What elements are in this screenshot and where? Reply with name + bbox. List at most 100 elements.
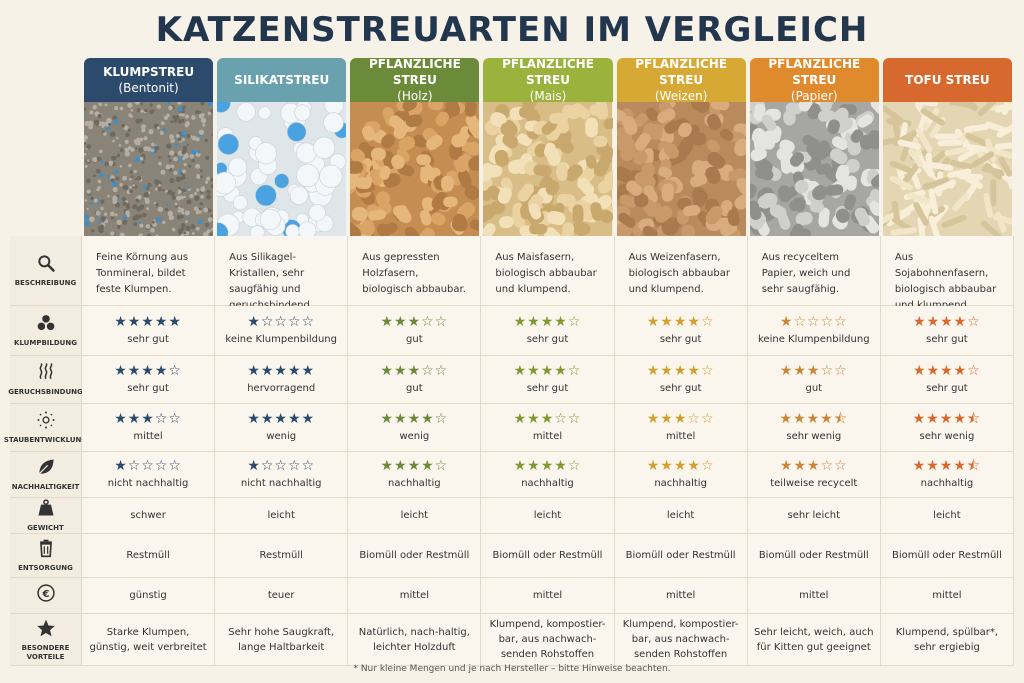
cell-staubentwicklung: ★★★★⯪ sehr wenig	[747, 404, 881, 452]
rating-label: mittel	[133, 431, 163, 442]
column-name: SILIKATSTREU	[234, 73, 330, 87]
rating-label: nicht nachhaltig	[240, 478, 322, 489]
column-header: SILIKATSTREU	[217, 58, 347, 102]
clumps-icon	[36, 313, 56, 339]
cell-geruchsbindung: ★★★★☆ sehr gut	[880, 356, 1014, 404]
dust-icon	[36, 410, 56, 436]
column-subname: (Papier)	[790, 89, 838, 103]
star-rating: ★★★★☆	[646, 363, 715, 379]
cell-gewicht: sehr leicht	[747, 498, 881, 534]
cell-staubentwicklung: ★★★★⯪ sehr wenig	[880, 404, 1014, 452]
cell-geruchsbindung: ★★★☆☆ gut	[348, 356, 482, 404]
litter-texture-image	[749, 102, 879, 236]
cell-text: leicht	[267, 510, 295, 521]
column-header: PFLANZLICHE STREU (Papier)	[749, 57, 879, 103]
column-name: KLUMPSTREU	[103, 65, 195, 79]
cell-text: Restmüll	[259, 550, 303, 561]
cell-nachhaltigkeit: ★★★★⯪ nachhaltig	[880, 452, 1014, 498]
cell-text: Sehr hohe Saugkraft, lange Haltbarkeit	[228, 626, 335, 653]
column-name: PFLANZLICHE STREU	[368, 57, 461, 87]
cell-geruchsbindung: ★★★★☆ sehr gut	[481, 356, 615, 404]
euro-icon: €	[36, 583, 56, 609]
cell-nachhaltigkeit: ★☆☆☆☆ nicht nachhaltig	[82, 452, 216, 498]
column-header: TOFU STREU	[882, 58, 1012, 102]
rating-label: nachhaltig	[521, 478, 574, 489]
leaf-icon	[36, 457, 56, 483]
cell-entsorgung: Biomüll oder Restmüll	[747, 534, 881, 578]
star-rating: ★★★☆☆	[779, 363, 848, 379]
cell-preis: günstig	[82, 578, 216, 614]
cell-geruchsbindung: ★★★★★ hervorragend	[215, 356, 349, 404]
cell-klumpbildung: ★★★★★ sehr gut	[82, 306, 216, 356]
column-subname: (Bentonit)	[118, 81, 179, 95]
row-label-nachhaltigkeit: NACHHALTIGKEIT	[10, 452, 82, 498]
cell-entsorgung: Restmüll	[82, 534, 216, 578]
row-label-text: NACHHALTIGKEIT	[11, 483, 80, 491]
cell-entsorgung: Restmüll	[215, 534, 349, 578]
trash-icon	[36, 538, 56, 564]
rating-label: keine Klumpenbildung	[225, 334, 337, 345]
cell-beschreibung: Aus Silikagel-Kristallen, sehr saugfähig…	[215, 236, 349, 311]
cell-staubentwicklung: ★★★★★ wenig	[215, 404, 349, 452]
cell-text: schwer	[130, 510, 166, 521]
column-name: TOFU STREU	[905, 73, 990, 87]
cell-text: leicht	[533, 510, 562, 521]
rating-label: gut	[406, 334, 423, 345]
cell-text: Feine Körnung aus Tonmineral, bildet fes…	[96, 252, 189, 295]
star-rating: ★☆☆☆☆	[779, 314, 848, 330]
column-subname: (Mais)	[529, 89, 567, 103]
star-rating: ★★★★☆	[513, 363, 582, 379]
cell-text: Aus recyceltem Papier, weich und sehr sa…	[761, 252, 851, 295]
footnote: * Nur kleine Mengen und je nach Herstell…	[353, 664, 671, 674]
cell-text: teuer	[267, 590, 295, 601]
row-label-geruchsbindung: GERUCHSBINDUNG	[8, 356, 83, 404]
star-rating: ★★★★☆	[646, 314, 715, 330]
star-rating: ★★★★☆	[513, 314, 582, 330]
rating-label: sehr gut	[526, 383, 569, 394]
column-name: PFLANZLICHE STREU	[768, 57, 861, 87]
rating-label: keine Klumpenbildung	[757, 334, 870, 345]
cell-text: mittel	[665, 590, 696, 601]
star-rating: ★☆☆☆☆	[247, 314, 316, 330]
rating-label: teilweise recycelt	[770, 478, 858, 489]
cell-text: leicht	[400, 510, 429, 521]
cell-text: Starke Klumpen, günstig, weit verbreitet	[89, 626, 207, 653]
star-rating: ★★★★☆	[380, 411, 449, 427]
cell-text: Aus gepressten Holzfasern, biologisch ab…	[362, 252, 466, 295]
litter-texture-image	[483, 102, 613, 236]
cell-text: Klumpend, kompostier-bar, aus nachwach-s…	[489, 619, 606, 660]
star-rating: ★★★★★	[114, 314, 182, 330]
row-label-text: ENTSORGUNG	[18, 564, 73, 572]
cell-nachhaltigkeit: ★★★★☆ nachhaltig	[614, 452, 748, 498]
cell-preis: teuer	[215, 578, 349, 614]
column-name: PFLANZLICHE STREU	[502, 57, 594, 87]
cell-text: Klumpend, spülbar*, sehr ergiebig	[895, 626, 999, 653]
cell-staubentwicklung: ★★★★☆ wenig	[348, 404, 482, 452]
star-rating: ★★★★⯪	[912, 411, 982, 427]
column-subname: (Holz)	[397, 89, 433, 103]
cell-text: Aus Sojabohnenfasern, biologisch abbauba…	[894, 252, 997, 311]
star-rating: ★★★☆☆	[380, 314, 449, 330]
corner-spacer	[10, 58, 82, 102]
cell-text: sehr leicht	[787, 510, 840, 521]
cell-gewicht: leicht	[614, 498, 748, 534]
cell-preis: mittel	[348, 578, 482, 614]
cell-vorteile: Klumpend, kompostier-bar, aus nachwach-s…	[614, 614, 748, 666]
cell-vorteile: Sehr hohe Saugkraft, lange Haltbarkeit	[215, 614, 349, 666]
row-label-text: BESONDERE VORTEILE	[21, 643, 70, 661]
cell-vorteile: Klumpend, spülbar*, sehr ergiebig	[880, 614, 1014, 666]
cell-text: Natürlich, nach-haltig, leichter Holzduf…	[358, 626, 470, 653]
rating-label: nicht nachhaltig	[107, 478, 189, 489]
rating-label: sehr gut	[127, 334, 169, 345]
rating-label: gut	[805, 383, 823, 394]
column-header: PFLANZLICHE STREU (Mais)	[483, 57, 613, 103]
star-rating: ★★★★⯪	[779, 411, 848, 427]
comparison-table: KLUMPSTREU (Bentonit) SILIKATSTREU PFLANZLI…	[4, 57, 1014, 666]
cell-nachhaltigkeit: ★★★★☆ nachhaltig	[481, 452, 615, 498]
rating-label: nachhaltig	[920, 478, 974, 489]
page-title: KATZENSTREUARTEN IM VERGLEICH	[155, 10, 869, 50]
column-subname: (Weizen)	[654, 89, 708, 103]
cell-text: Biomüll oder Restmüll	[359, 550, 470, 561]
rating-label: wenig	[266, 431, 297, 442]
cell-text: Biomüll oder Restmüll	[625, 550, 736, 561]
